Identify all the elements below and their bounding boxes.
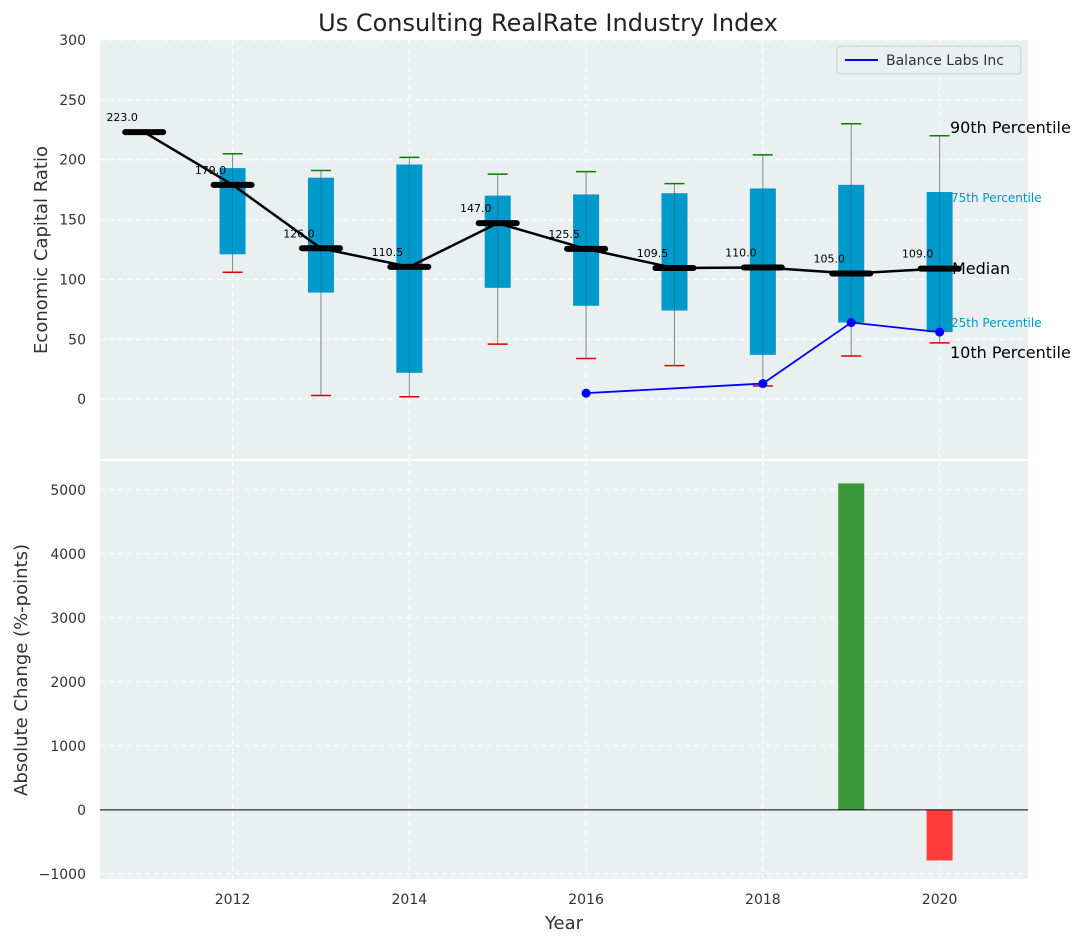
x-axis-label: Year — [544, 913, 584, 934]
top-plot-background — [100, 40, 1028, 459]
series-point — [846, 318, 856, 328]
top-y-axis-label: Economic Capital Ratio — [31, 146, 52, 354]
top-y-tick-label: 0 — [77, 392, 86, 408]
series-point — [935, 327, 945, 337]
top-panel: 223.0 179.0 126.0 110.5 147.0 125.5 109.5 110.0… — [31, 33, 1071, 459]
series-line — [586, 321, 940, 395]
bottom-y-tick-label: −1000 — [39, 867, 86, 883]
top-marks: 223.0 179.0 126.0 110.5 147.0 125.5 109.5 110.0… — [106, 111, 962, 398]
bottom-marks — [100, 483, 1028, 861]
bottom-y-tick-label: 0 — [77, 803, 86, 819]
bottom-y-tick-label: 2000 — [50, 675, 86, 691]
chart-title: Us Consulting RealRate Industry Index — [318, 9, 778, 37]
median-value-label: 105.0 — [813, 252, 845, 265]
x-tick-label: 2016 — [568, 892, 604, 908]
bottom-y-tick-label: 5000 — [50, 483, 86, 499]
median-value-label: 179.0 — [195, 164, 227, 177]
median-value-label: 110.5 — [372, 246, 404, 259]
series-point — [581, 388, 591, 398]
x-tick-label: 2020 — [922, 892, 958, 908]
bottom-y-ticks: −1000 0 1000 2000 3000 4000 5000 — [39, 483, 86, 883]
top-y-tick-label: 150 — [59, 213, 86, 229]
p90-annotation: 90th Percentile — [950, 118, 1071, 137]
x-tick-label: 2018 — [745, 892, 781, 908]
bottom-y-tick-label: 4000 — [50, 547, 86, 563]
legend: Balance Labs Inc — [836, 45, 1022, 75]
bottom-y-axis-label: Absolute Change (%-points) — [11, 544, 32, 796]
median-value-label: 126.0 — [283, 227, 315, 240]
series-point — [758, 379, 768, 389]
top-y-tick-label: 50 — [68, 332, 86, 348]
bottom-plot-background — [100, 461, 1028, 879]
p25-annotation: 25th Percentile — [951, 316, 1042, 330]
top-y-ticks: 0 50 100 150 200 250 300 — [59, 33, 86, 408]
x-ticks: 2012 2014 2016 2018 2020 — [215, 892, 958, 908]
top-y-tick-label: 100 — [59, 272, 86, 288]
change-bar — [926, 809, 953, 861]
median-line — [143, 131, 940, 275]
median-value-label: 147.0 — [460, 202, 492, 215]
x-tick-label: 2012 — [215, 892, 251, 908]
median-value-label: 109.5 — [637, 247, 669, 260]
p10-annotation: 10th Percentile — [950, 343, 1071, 362]
median-value-label: 110.0 — [725, 246, 757, 259]
p75-annotation: 75th Percentile — [951, 191, 1042, 205]
legend-box — [836, 45, 1022, 75]
median-value-label: 125.5 — [548, 228, 580, 241]
median-value-label: 109.0 — [902, 248, 934, 261]
median-annotation: Median — [952, 259, 1010, 278]
percentile-annotations: 90th Percentile 75th Percentile Median 2… — [950, 118, 1071, 362]
bottom-y-tick-label: 1000 — [50, 739, 86, 755]
legend-label: Balance Labs Inc — [886, 53, 1004, 69]
top-y-tick-label: 300 — [59, 33, 86, 49]
bottom-y-tick-label: 3000 — [50, 611, 86, 627]
median-value-label: 223.0 — [106, 111, 138, 124]
top-y-tick-label: 250 — [59, 93, 86, 109]
top-y-tick-label: 200 — [59, 153, 86, 169]
change-bar — [838, 483, 865, 810]
x-tick-label: 2014 — [392, 892, 428, 908]
